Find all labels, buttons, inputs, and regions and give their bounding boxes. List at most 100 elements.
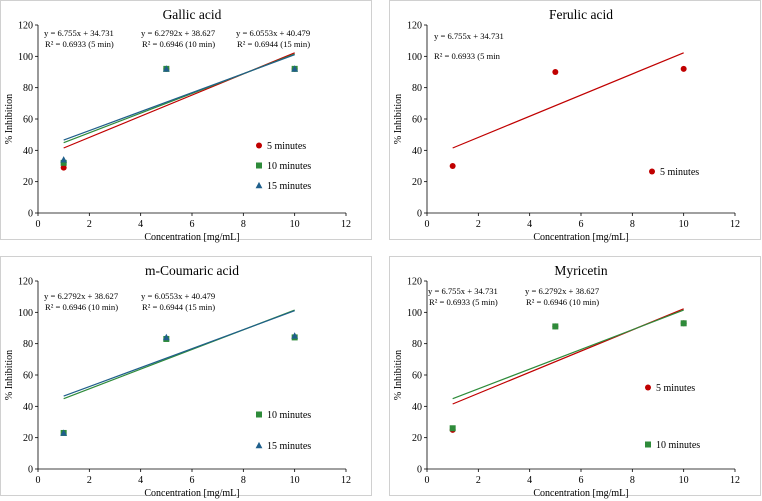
chart-panel-m-coumaric-acid: m-Coumaric acid 0 2 4 6 8 10 12 0 20 40 60 80 100 120 C…	[0, 256, 372, 499]
legend-label: 5 minutes	[267, 141, 306, 152]
x-tick-label: 4	[138, 219, 143, 230]
y-tick-label: 80	[23, 339, 33, 350]
x-tick-label: 4	[138, 475, 143, 486]
y-tick-label: 0	[417, 465, 422, 476]
legend-marker	[645, 384, 651, 391]
y-tick-label: 100	[18, 52, 33, 63]
y-tick-label: 60	[412, 371, 422, 382]
y-tick-label: 80	[23, 83, 33, 94]
x-tick-label: 12	[730, 219, 740, 230]
trendline-equation: y = 6.0553x + 40.479	[141, 291, 215, 301]
x-tick-label: 12	[730, 475, 740, 486]
legend-marker	[645, 441, 651, 448]
legend-label: 5 minutes	[660, 167, 699, 178]
legend-label: 15 minutes	[267, 441, 311, 452]
legend-marker	[256, 411, 262, 418]
x-tick-label: 8	[241, 475, 246, 486]
data-point	[162, 333, 170, 341]
x-tick-label: 6	[190, 475, 195, 486]
x-tick-label: 10	[290, 475, 300, 486]
x-axis-label: Concentration [mg/mL]	[533, 232, 628, 243]
data-point	[552, 323, 559, 330]
y-tick-label: 120	[18, 277, 33, 288]
trendline-r-squared: R² = 0.6944 (15 min)	[237, 39, 310, 49]
data-point	[60, 159, 67, 166]
x-tick-label: 12	[341, 475, 351, 486]
legend-label: 5 minutes	[656, 383, 695, 394]
y-tick-label: 40	[23, 402, 33, 413]
legend-label: 10 minutes	[656, 440, 700, 451]
y-tick-label: 100	[18, 308, 33, 319]
data-point	[291, 65, 299, 72]
y-tick-label: 80	[412, 83, 422, 94]
data-point	[291, 332, 299, 339]
x-tick-label: 0	[36, 219, 41, 230]
trendline	[63, 54, 295, 141]
chart-panel-ferulic-acid: Ferulic acid 0 2 4 6 8 10 12 0 20 40 60 80 100 120 Conc…	[389, 0, 761, 243]
x-tick-label: 8	[630, 219, 635, 230]
data-point	[680, 320, 687, 327]
trendline	[452, 309, 684, 400]
y-axis-label: % Inhibition	[4, 94, 15, 144]
y-tick-label: 20	[23, 433, 33, 444]
data-point	[449, 163, 456, 169]
legend-marker	[255, 441, 263, 449]
trendline-equation: y = 6.755x + 34.731	[434, 31, 504, 41]
x-tick-label: 4	[527, 475, 532, 486]
y-tick-label: 40	[412, 402, 422, 413]
trendline-r-squared: R² = 0.6933 (5 min	[434, 51, 501, 61]
data-point	[162, 65, 170, 72]
trendline	[452, 52, 684, 149]
x-tick-label: 12	[341, 219, 351, 230]
trendline-equation: y = 6.2792x + 38.627	[525, 286, 600, 296]
trendline-r-squared: R² = 0.6946 (10 min)	[45, 302, 118, 312]
chart-title: Ferulic acid	[549, 7, 613, 22]
legend-marker	[256, 162, 262, 169]
x-tick-label: 0	[36, 475, 41, 486]
x-tick-label: 2	[87, 219, 92, 230]
y-tick-label: 100	[407, 308, 422, 319]
y-tick-label: 20	[412, 177, 422, 188]
y-tick-label: 100	[407, 52, 422, 63]
y-tick-label: 40	[412, 146, 422, 157]
trendline-equation: y = 6.755x + 34.731	[44, 28, 114, 38]
x-tick-label: 0	[425, 475, 430, 486]
trendline-equation: y = 6.0553x + 40.479	[236, 28, 310, 38]
legend-label: 10 minutes	[267, 410, 311, 421]
y-axis-label: % Inhibition	[393, 94, 404, 144]
chart-panel-myricetin: Myricetin 0 2 4 6 8 10 12 0 20 40 60 80 100 120 Concent…	[389, 256, 761, 499]
x-tick-label: 10	[679, 219, 689, 230]
data-point	[449, 425, 456, 432]
x-tick-label: 4	[527, 219, 532, 230]
y-tick-label: 60	[23, 115, 33, 126]
trendline-equation: y = 6.2792x + 38.627	[141, 28, 216, 38]
x-tick-label: 2	[476, 219, 481, 230]
y-axis-label: % Inhibition	[393, 350, 404, 400]
x-axis-label: Concentration [mg/mL]	[144, 232, 239, 243]
legend-label: 15 minutes	[267, 181, 311, 192]
x-axis-label: Concentration [mg/mL]	[533, 488, 628, 499]
x-tick-label: 6	[579, 475, 584, 486]
y-tick-label: 0	[417, 209, 422, 220]
trendline-r-squared: R² = 0.6946 (10 min)	[526, 297, 599, 307]
x-tick-label: 0	[425, 219, 430, 230]
y-tick-label: 20	[412, 433, 422, 444]
x-tick-label: 6	[190, 219, 195, 230]
trendline-r-squared: R² = 0.6933 (5 min)	[429, 297, 498, 307]
chart-title: Gallic acid	[163, 7, 222, 22]
y-tick-label: 120	[18, 21, 33, 32]
y-tick-label: 120	[407, 277, 422, 288]
x-tick-label: 6	[579, 219, 584, 230]
legend-label: 10 minutes	[267, 161, 311, 172]
trendline-r-squared: R² = 0.6946 (10 min)	[142, 39, 215, 49]
legend-marker	[649, 168, 655, 175]
y-tick-label: 20	[23, 177, 33, 188]
data-point	[60, 164, 67, 171]
chart-panel-gallic-acid: Gallic acid 0 2 4 6 8 10 12 0 20 40 60 80 100 120 Conce…	[0, 0, 372, 243]
x-tick-label: 2	[476, 475, 481, 486]
x-tick-label: 10	[290, 219, 300, 230]
data-point	[552, 69, 559, 75]
